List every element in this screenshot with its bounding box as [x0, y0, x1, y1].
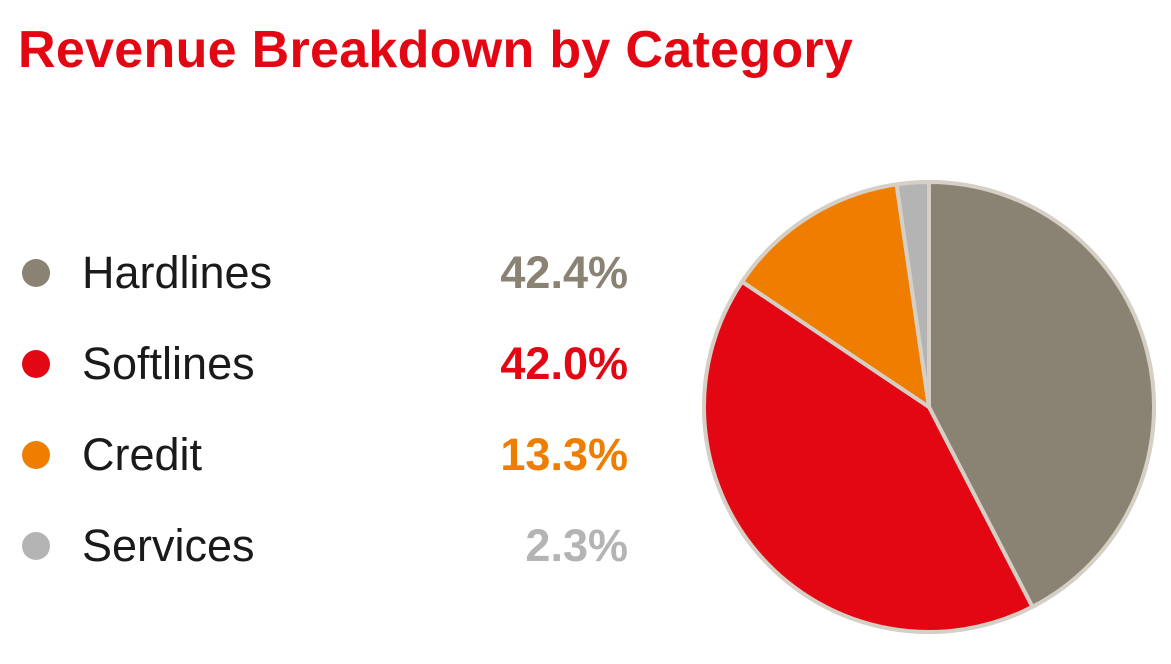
legend-label-credit: Credit: [82, 429, 203, 480]
chart-title: Revenue Breakdown by Category: [18, 21, 854, 79]
pie-chart: [702, 180, 1156, 634]
pie-slice-softlines: [702, 279, 1035, 634]
legend-item-hardlines: Hardlines 42.4%: [20, 228, 640, 319]
legend-value-softlines: 42.0%: [500, 338, 628, 389]
legend-swatch-hardlines: [22, 259, 50, 287]
legend-value-hardlines: 42.4%: [500, 247, 628, 298]
legend-item-credit: Credit 13.3%: [20, 410, 640, 501]
legend-label-hardlines: Hardlines: [82, 247, 273, 298]
legend-swatch-softlines: [22, 350, 50, 378]
legend-swatch-credit: [22, 441, 50, 469]
pie-slice-services: [894, 180, 931, 409]
legend-label-services: Services: [82, 520, 255, 571]
legend-item-services: Services 2.3%: [20, 501, 640, 592]
legend-value-credit: 13.3%: [500, 429, 628, 480]
pie-slice-hardlines: [927, 180, 1156, 609]
legend-label-softlines: Softlines: [82, 338, 255, 389]
pie-slice-credit: [740, 182, 931, 409]
legend-item-softlines: Softlines 42.0%: [20, 319, 640, 410]
legend-swatch-services: [22, 532, 50, 560]
legend-value-services: 2.3%: [525, 520, 628, 571]
legend: Hardlines 42.4% Softlines 42.0% Credit 1…: [20, 228, 640, 592]
